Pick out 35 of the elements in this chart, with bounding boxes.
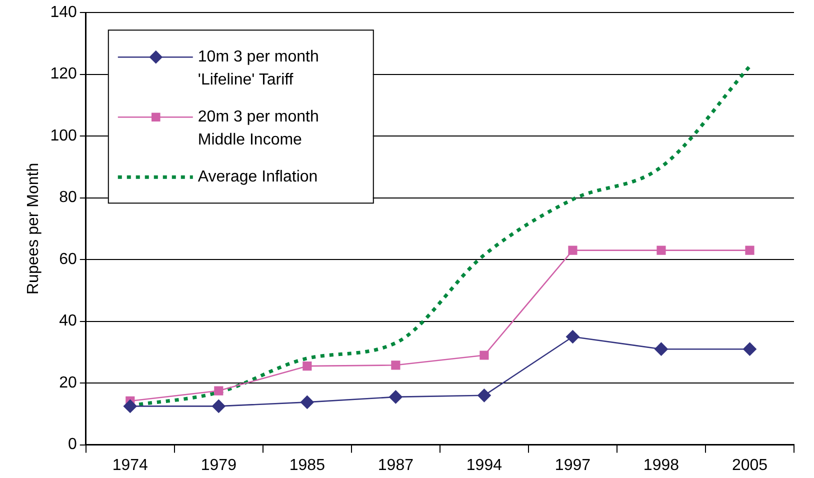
- point: [391, 360, 400, 370]
- x-tick-label: 1997: [554, 456, 591, 474]
- point: [302, 362, 312, 371]
- point: [300, 396, 314, 409]
- point: [745, 246, 754, 255]
- x-tick-label: 1987: [378, 456, 414, 474]
- point: [478, 388, 491, 402]
- point: [214, 386, 224, 396]
- y-tick-label: 100: [50, 127, 77, 144]
- point: [566, 330, 580, 344]
- point: [212, 400, 226, 413]
- legend-label: 20m 3 per month Middle Income: [198, 108, 319, 149]
- point: [654, 342, 668, 356]
- x-tick-label: 1979: [200, 456, 237, 474]
- x-tick-label: 1974: [112, 456, 148, 474]
- y-axis-title: Rupees per Month: [25, 162, 42, 295]
- point: [389, 390, 402, 404]
- y-tick-label: 40: [59, 312, 77, 330]
- point: [568, 246, 578, 255]
- point: [656, 246, 666, 255]
- legend-label: 10m 3 per month 'Lifeline' Tariff: [198, 48, 319, 89]
- x-tick-label: 2005: [732, 456, 768, 474]
- y-tick-label: 120: [50, 66, 77, 83]
- y-tick-label: 60: [59, 250, 77, 268]
- x-tick-label: 1998: [643, 456, 680, 474]
- point: [480, 350, 489, 360]
- y-tick-label: 0: [68, 436, 77, 454]
- x-tick-label: 1985: [289, 456, 326, 474]
- y-tick-label: 140: [50, 4, 77, 22]
- y-tick-label: 20: [59, 374, 77, 392]
- x-tick-label: 1994: [466, 456, 502, 474]
- y-tick-label: 80: [59, 189, 77, 206]
- point: [124, 400, 137, 413]
- point: [743, 342, 756, 356]
- legend-label: Average Inflation: [198, 168, 318, 186]
